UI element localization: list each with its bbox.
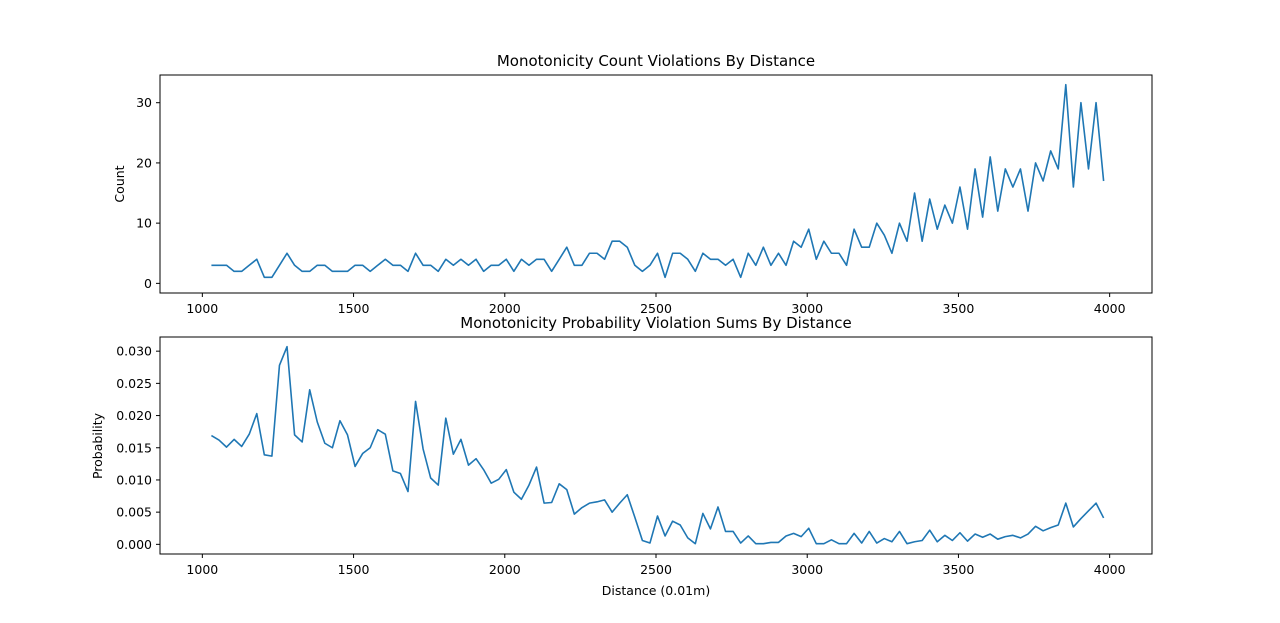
y-tick-label: 0.025 xyxy=(116,376,152,391)
series-line xyxy=(211,345,1105,545)
x-tick-label: 4000 xyxy=(1094,301,1126,316)
x-tick-label: 3500 xyxy=(943,301,975,316)
x-tick-label: 1500 xyxy=(338,301,370,316)
y-tick-label: 0.020 xyxy=(116,408,152,423)
y-tick-label: 20 xyxy=(136,155,152,170)
y-tick-label: 0.030 xyxy=(116,344,152,359)
y-tick-label: 0 xyxy=(144,276,152,291)
x-tick-label: 4000 xyxy=(1094,562,1126,577)
x-tick-label: 3000 xyxy=(791,562,823,577)
x-axis-label: Distance (0.01m) xyxy=(602,583,710,598)
y-axis-label: Probability xyxy=(90,412,105,479)
chart-probability-violations: Monotonicity Probability Violation Sums … xyxy=(90,314,1153,598)
series-group xyxy=(211,83,1105,279)
y-tick-label: 0.005 xyxy=(116,505,152,520)
y-axis: 0.000 0.005 0.010 0.015 0.020 0.025 0.030 xyxy=(116,344,160,552)
x-axis: 1000 1500 2000 2500 3000 3500 4000 xyxy=(186,293,1126,316)
chart-title: Monotonicity Count Violations By Distanc… xyxy=(497,52,815,70)
series-line xyxy=(211,83,1105,279)
y-tick-label: 0.000 xyxy=(116,537,152,552)
x-tick-label: 2500 xyxy=(640,562,672,577)
x-tick-label: 2000 xyxy=(489,301,521,316)
x-tick-label: 1000 xyxy=(186,562,218,577)
x-axis: 1000 1500 2000 2500 3000 3500 4000 xyxy=(186,554,1126,577)
y-tick-label: 0.010 xyxy=(116,472,152,487)
x-tick-label: 1000 xyxy=(186,301,218,316)
x-tick-label: 1500 xyxy=(338,562,370,577)
y-axis-label: Count xyxy=(112,165,127,202)
y-tick-label: 0.015 xyxy=(116,440,152,455)
x-tick-label: 2500 xyxy=(640,301,672,316)
x-tick-label: 2000 xyxy=(489,562,521,577)
x-tick-label: 3000 xyxy=(791,301,823,316)
series-group xyxy=(211,345,1105,545)
chart-title: Monotonicity Probability Violation Sums … xyxy=(460,314,851,332)
x-tick-label: 3500 xyxy=(943,562,975,577)
y-tick-label: 30 xyxy=(136,95,152,110)
y-axis: 0 10 20 30 xyxy=(136,95,160,291)
y-tick-label: 10 xyxy=(136,216,152,231)
chart-count-violations: Monotonicity Count Violations By Distanc… xyxy=(112,52,1153,316)
